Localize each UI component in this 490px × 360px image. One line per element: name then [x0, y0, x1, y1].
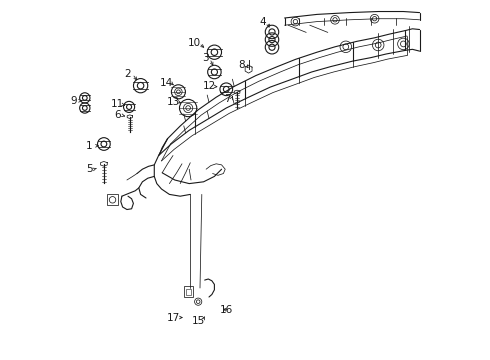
Text: 13: 13 — [167, 96, 180, 107]
Text: 4: 4 — [260, 17, 266, 27]
Text: 2: 2 — [124, 69, 131, 79]
Text: 12: 12 — [202, 81, 216, 91]
Bar — [107, 194, 118, 205]
Text: 10: 10 — [188, 38, 201, 48]
Text: 16: 16 — [220, 305, 233, 315]
Text: 6: 6 — [114, 110, 121, 120]
Text: 15: 15 — [192, 316, 205, 326]
Text: 3: 3 — [202, 53, 209, 63]
Text: 8: 8 — [238, 60, 245, 70]
Text: 7: 7 — [224, 94, 230, 104]
Text: 9: 9 — [71, 96, 77, 106]
Text: 17: 17 — [167, 312, 180, 323]
Text: 11: 11 — [111, 99, 124, 109]
Bar — [186, 289, 191, 295]
Bar — [184, 286, 193, 297]
Text: 5: 5 — [86, 164, 93, 174]
Text: 1: 1 — [86, 141, 93, 151]
Text: 14: 14 — [160, 78, 173, 88]
